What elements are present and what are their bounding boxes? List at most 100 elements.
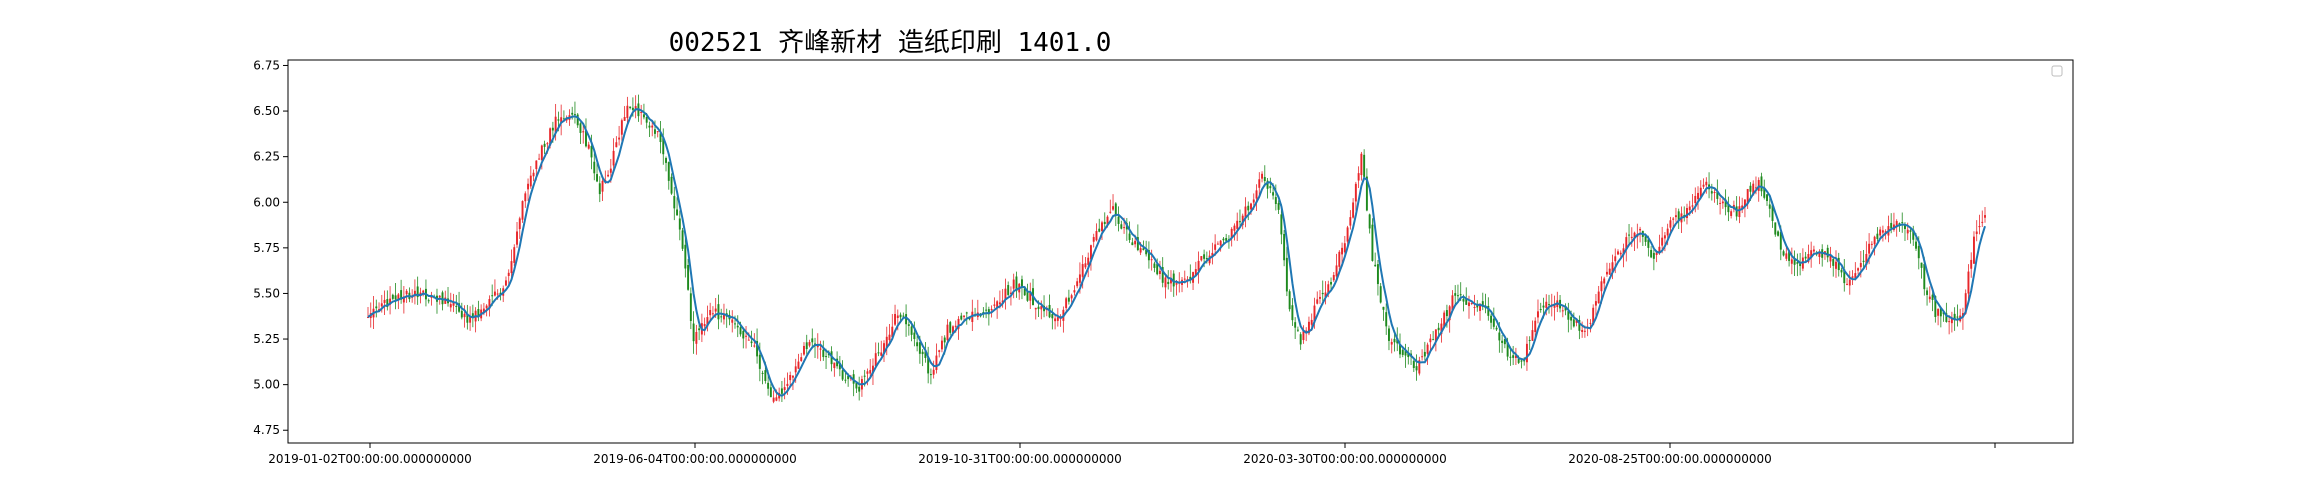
candle-down [844,379,847,381]
candle-up [444,297,447,304]
y-tick-label: 6.25 [253,150,280,164]
candle-down [1454,293,1457,296]
candle-up [800,357,803,361]
candle-down [1285,257,1288,292]
candle-down [985,309,988,311]
candle-down [441,292,444,305]
candle-up [488,299,491,309]
candle-up [1972,236,1975,264]
candle-down [471,313,474,318]
candle-up [1034,307,1037,310]
candle-up [775,397,778,401]
candle-up [954,325,957,327]
candle-down [1652,252,1655,259]
candle-up [1581,329,1584,332]
candle-down [1481,301,1484,307]
candle-down [1771,205,1774,222]
candle-up [803,345,805,355]
candle-up [1360,153,1363,176]
candle-down [466,313,469,323]
candle-up [549,128,552,146]
candle-down [631,107,634,110]
candle-down [1225,237,1228,241]
candle-up [367,317,369,319]
candle-down [1926,290,1929,295]
candle-down [921,351,924,355]
candle-up [938,350,941,352]
candle-up [1109,211,1112,213]
candle-up [1868,243,1871,254]
candle-up [1012,279,1015,289]
candle-up [1338,251,1341,267]
candle-down [1167,281,1170,285]
candle-up [816,345,819,348]
candle-down [1490,315,1493,323]
candle-up [1139,248,1142,253]
candle-down [1650,249,1653,258]
candle-down [1161,267,1164,283]
candle-down [1487,305,1490,316]
candle-up [1319,296,1321,299]
candle-down [1385,312,1388,327]
candle-up [521,201,524,220]
candle-down [841,370,844,380]
candle-up [722,313,725,320]
candle-up [1434,329,1437,342]
candle-down [1644,236,1647,242]
x-tick-label: 2020-03-30T00:00:00.000000000 [1243,452,1447,466]
candle-up [532,172,535,177]
candle-down [394,295,397,300]
candle-up [874,353,877,367]
candle-up [963,315,965,317]
candle-down [838,363,841,370]
candle-up [609,168,612,173]
candle-up [731,319,734,323]
candle-up [1426,344,1429,354]
candle-up [1095,231,1098,241]
candle-down [1222,238,1225,241]
candle-up [1040,306,1043,310]
candle-up [1937,308,1940,316]
candle-up [1873,236,1876,245]
candle-down [1432,339,1435,341]
candle-up [1468,302,1470,307]
candle-up [996,301,999,308]
candle-up [1625,237,1628,250]
candle-down [769,387,772,398]
candle-down [1015,276,1018,292]
candle-down [1263,177,1266,182]
candle-up [952,326,954,334]
candle-up [560,117,563,123]
candle-down [687,264,690,290]
candle-down [750,341,753,344]
candle-up [1686,207,1688,219]
candle-up [789,375,792,381]
candle-down [1437,327,1440,331]
candle-down [391,294,394,299]
candle-up [623,117,626,121]
candle-up [1854,273,1857,279]
candle-down [1799,263,1802,267]
candle-up [797,361,800,369]
candle-down [1371,224,1374,261]
candle-up [1470,302,1473,304]
candle-down [1239,221,1241,223]
candle-up [601,180,604,192]
candle-up [1004,288,1007,300]
candle-down [1407,353,1410,358]
candle-down [1542,305,1545,308]
candle-up [794,366,797,373]
candle-up [1603,278,1606,284]
candle-up [1244,206,1247,219]
candle-down [780,388,783,394]
candle-down [910,326,913,335]
candle-down [1274,197,1277,205]
candle-up [546,143,549,145]
candle-down [1465,298,1468,305]
candle-up [1857,268,1860,271]
candle-down [427,300,430,302]
candle-down [1147,250,1150,261]
candle-up [990,308,993,311]
candle-down [455,305,458,307]
candle-down [1492,318,1495,327]
